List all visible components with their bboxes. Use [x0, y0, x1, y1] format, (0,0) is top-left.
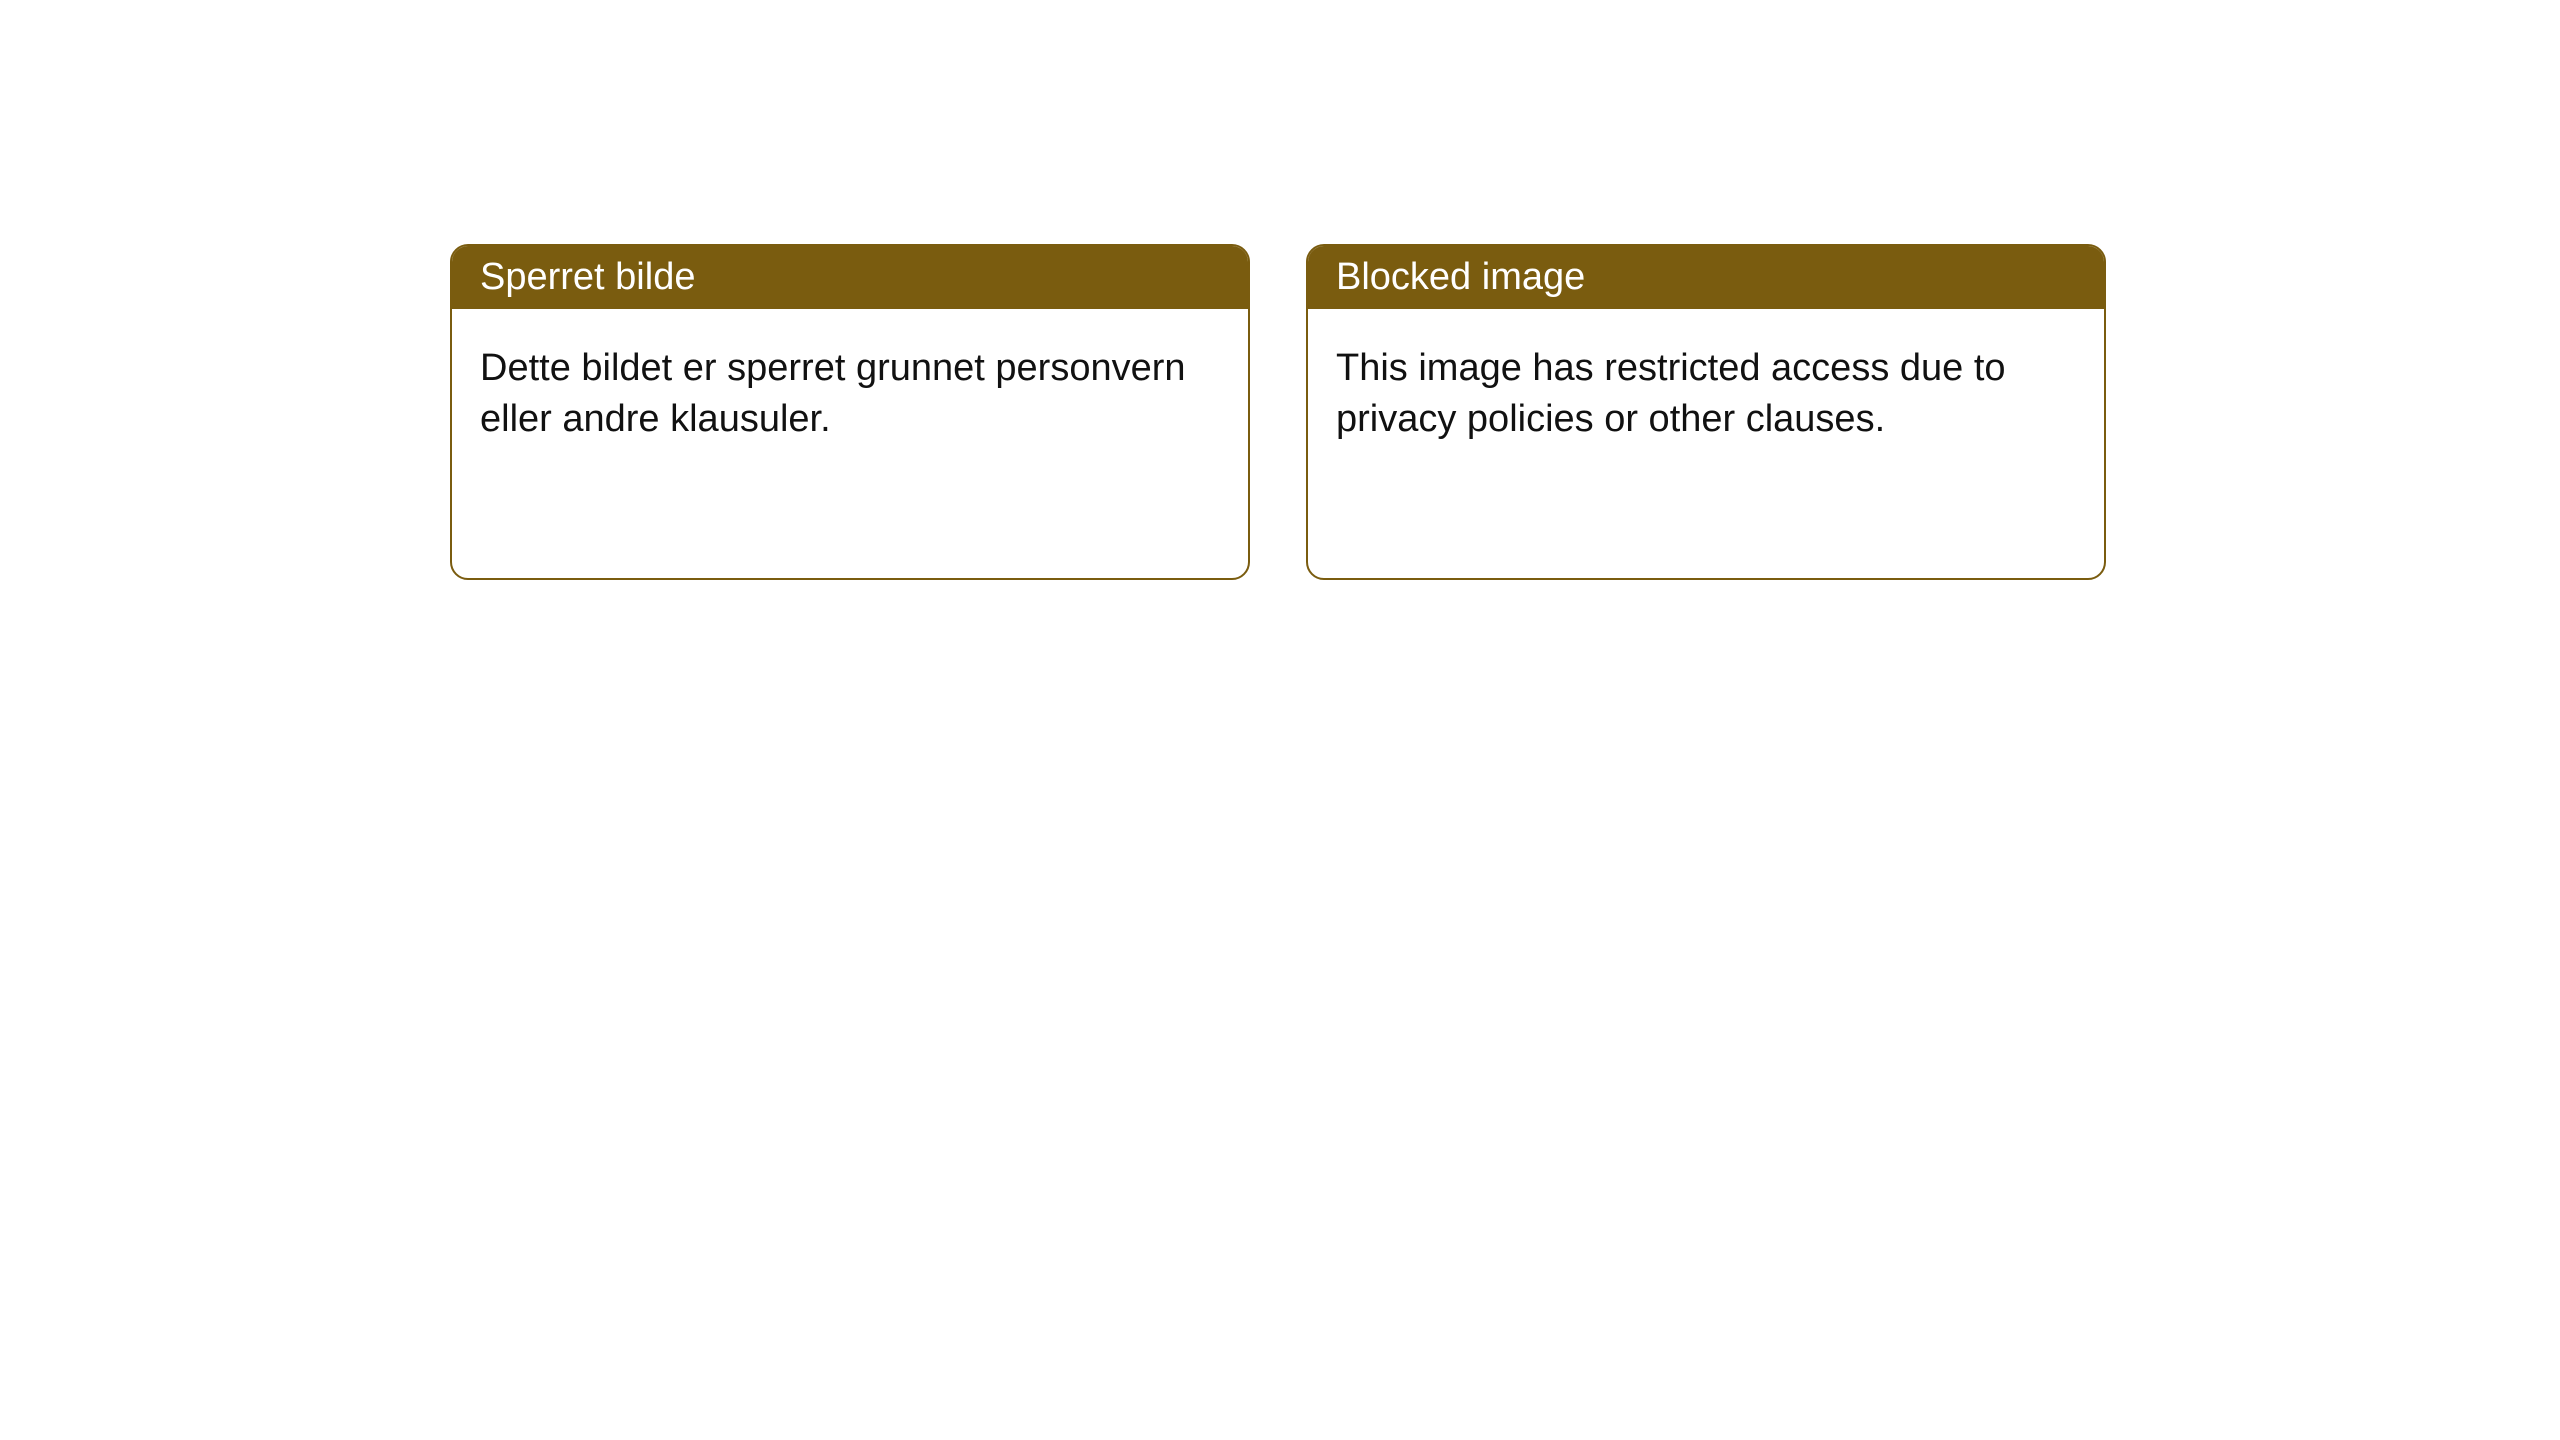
notice-body-text: This image has restricted access due to … [1336, 347, 2006, 440]
notice-card-header: Sperret bilde [452, 246, 1248, 309]
notice-card-body: Dette bildet er sperret grunnet personve… [452, 309, 1248, 480]
notice-header-text: Blocked image [1336, 256, 1585, 298]
notice-body-text: Dette bildet er sperret grunnet personve… [480, 347, 1186, 440]
notice-card-no: Sperret bilde Dette bildet er sperret gr… [450, 244, 1250, 580]
notice-card-header: Blocked image [1308, 246, 2104, 309]
blocked-image-notices: Sperret bilde Dette bildet er sperret gr… [450, 244, 2106, 580]
notice-card-en: Blocked image This image has restricted … [1306, 244, 2106, 580]
notice-header-text: Sperret bilde [480, 256, 695, 298]
notice-card-body: This image has restricted access due to … [1308, 309, 2104, 480]
